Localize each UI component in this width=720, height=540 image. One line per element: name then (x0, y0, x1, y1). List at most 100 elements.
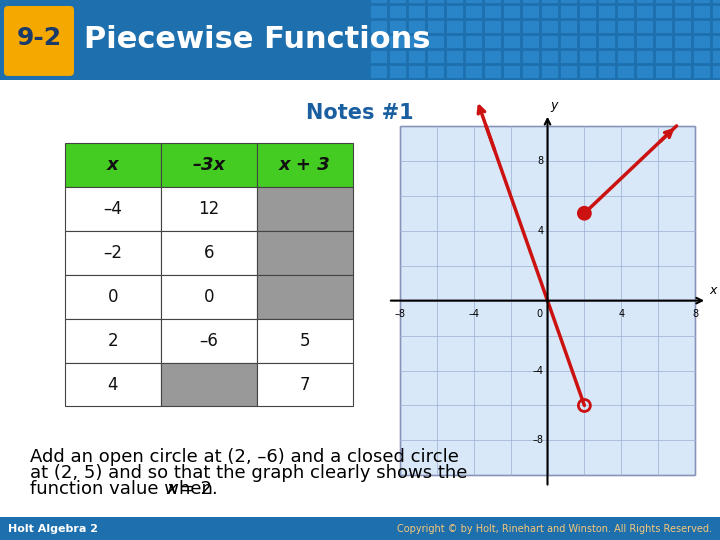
Bar (712, 65, 720, 78)
Bar (161, 319, 257, 362)
Bar (484, 35, 501, 48)
Text: 7: 7 (300, 375, 310, 394)
Bar (389, 20, 406, 33)
Bar (541, 35, 558, 48)
Bar (712, 0, 720, 3)
Bar (484, 20, 501, 33)
Text: Copyright © by Holt, Rinehart and Winston. All Rights Reserved.: Copyright © by Holt, Rinehart and Winsto… (397, 524, 712, 534)
Text: –4: –4 (104, 200, 122, 218)
Bar (465, 20, 482, 33)
Bar (598, 5, 615, 18)
Bar (65, 275, 161, 319)
Bar (655, 5, 672, 18)
Text: x: x (107, 156, 119, 174)
Bar (408, 65, 425, 78)
Bar (579, 65, 596, 78)
Bar (655, 65, 672, 78)
Bar (693, 65, 710, 78)
Bar (693, 50, 710, 63)
Bar (65, 362, 161, 407)
Bar (560, 65, 577, 78)
Bar (446, 0, 463, 3)
Bar (617, 0, 634, 3)
Bar (484, 5, 501, 18)
Bar (598, 50, 615, 63)
Bar (389, 0, 406, 3)
Bar (560, 50, 577, 63)
Bar (655, 35, 672, 48)
Bar (257, 143, 353, 187)
Bar (161, 362, 257, 407)
Bar (65, 231, 161, 275)
Bar (446, 65, 463, 78)
Bar (522, 0, 539, 3)
Bar (560, 35, 577, 48)
Bar (522, 35, 539, 48)
Text: Notes #1: Notes #1 (306, 103, 414, 123)
Bar (655, 20, 672, 33)
Bar (484, 65, 501, 78)
Bar (370, 35, 387, 48)
Bar (674, 65, 691, 78)
Text: 0: 0 (204, 288, 215, 306)
Bar (655, 0, 672, 3)
Bar (446, 20, 463, 33)
Bar (389, 35, 406, 48)
Bar (712, 5, 720, 18)
Bar (712, 50, 720, 63)
Text: x + 3: x + 3 (279, 156, 331, 174)
Bar (560, 5, 577, 18)
Bar (257, 187, 353, 231)
Bar (446, 50, 463, 63)
Text: 9-2: 9-2 (17, 26, 62, 50)
Bar (503, 20, 520, 33)
Bar (522, 5, 539, 18)
Bar (598, 35, 615, 48)
Text: y: y (551, 99, 558, 112)
Text: 0: 0 (108, 288, 118, 306)
Bar (579, 35, 596, 48)
Bar (389, 5, 406, 18)
Bar (541, 50, 558, 63)
Bar (484, 0, 501, 3)
Bar (446, 35, 463, 48)
Bar (503, 35, 520, 48)
Bar (617, 20, 634, 33)
Bar (389, 65, 406, 78)
Bar (617, 5, 634, 18)
Text: Piecewise Functions: Piecewise Functions (84, 25, 431, 55)
Bar (503, 5, 520, 18)
Bar (617, 65, 634, 78)
Bar (693, 0, 710, 3)
Bar (636, 65, 653, 78)
Bar (65, 187, 161, 231)
Bar (541, 0, 558, 3)
Text: Add an open circle at (2, –6) and a closed circle: Add an open circle at (2, –6) and a clos… (30, 448, 459, 467)
Circle shape (578, 207, 590, 219)
Bar (674, 50, 691, 63)
Bar (579, 20, 596, 33)
Bar (65, 319, 161, 362)
Text: 12: 12 (199, 200, 220, 218)
Bar (370, 50, 387, 63)
Bar (636, 35, 653, 48)
Bar (579, 0, 596, 3)
Bar (503, 65, 520, 78)
Bar (693, 5, 710, 18)
Bar (655, 50, 672, 63)
Bar (579, 50, 596, 63)
Text: –4: –4 (468, 308, 480, 319)
Text: function value when: function value when (30, 481, 219, 498)
Text: 8: 8 (692, 308, 698, 319)
Bar (484, 50, 501, 63)
Bar (408, 35, 425, 48)
Bar (446, 5, 463, 18)
Bar (541, 65, 558, 78)
Bar (560, 0, 577, 3)
Text: x: x (166, 481, 176, 498)
Bar (161, 143, 257, 187)
Text: at (2, 5) and so that the graph clearly shows the: at (2, 5) and so that the graph clearly … (30, 464, 467, 482)
Text: = 2.: = 2. (174, 481, 217, 498)
Bar (541, 20, 558, 33)
Bar (674, 0, 691, 3)
